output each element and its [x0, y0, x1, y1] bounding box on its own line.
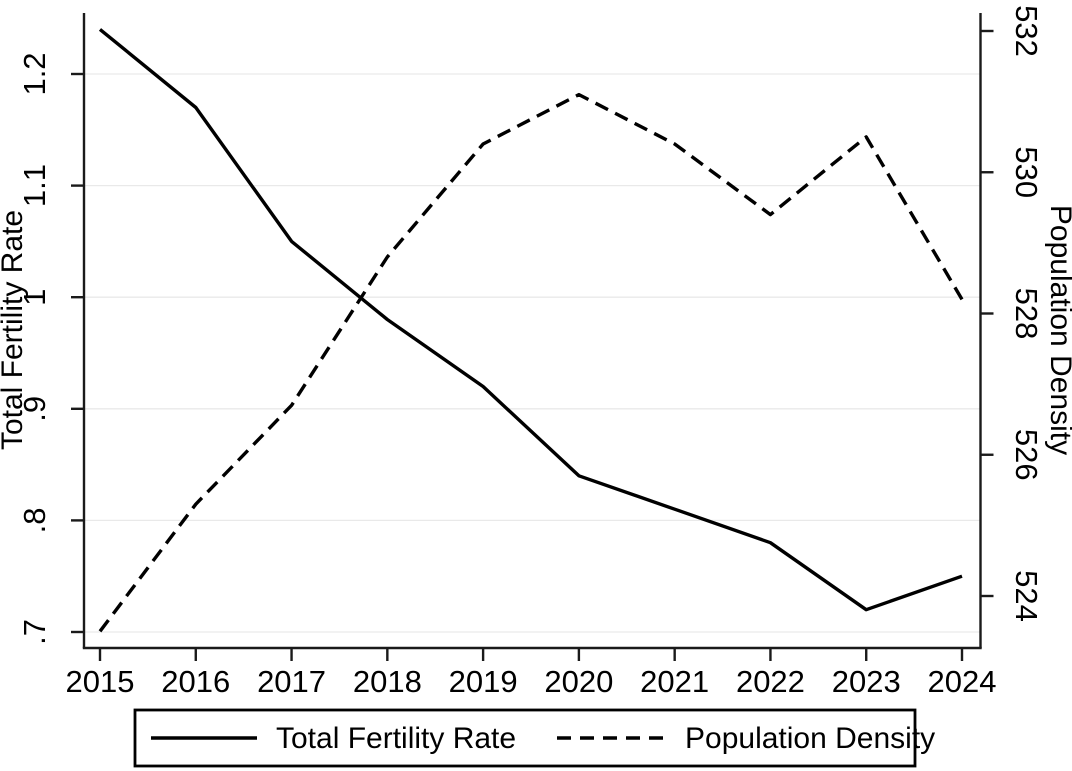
left-axis-title: Total Fertility Rate: [0, 210, 29, 450]
legend-label-total-fertility-rate: Total Fertility Rate: [276, 722, 516, 755]
left-tick-label: 1: [17, 289, 52, 306]
legend-box: [133, 708, 917, 768]
x-tick-label: 2019: [449, 664, 518, 699]
right-tick-label: 528: [1009, 288, 1044, 340]
x-tick-label: 2020: [544, 664, 613, 699]
x-tick-label: 2024: [928, 664, 997, 699]
right-tick-label: 530: [1009, 146, 1044, 198]
right-tick-label: 526: [1009, 429, 1044, 481]
left-tick-label: .9: [17, 396, 52, 422]
x-tick-label: 2015: [66, 664, 135, 699]
right-axis-title: Population Density: [1044, 205, 1072, 455]
x-tick-label: 2017: [257, 664, 326, 699]
left-tick-label: .7: [17, 619, 52, 645]
tick-marks: [71, 29, 994, 661]
left-tick-label: 1.2: [17, 52, 52, 95]
left-tick-label: .8: [17, 507, 52, 533]
right-tick-label: 524: [1009, 570, 1044, 622]
x-tick-label: 2023: [832, 664, 901, 699]
legend-label-population-density: Population Density: [685, 722, 935, 755]
x-tick-label: 2021: [640, 664, 709, 699]
legend: Total Fertility Rate Population Density: [133, 708, 935, 768]
x-tick-label: 2016: [161, 664, 230, 699]
axes: [82, 13, 982, 650]
x-tick-label: 2022: [736, 664, 805, 699]
left-tick-label: 1.1: [17, 164, 52, 207]
tick-labels: .7 .8 .9 1 1.1 1.2 524 526 528 530 532 2015 2016 2017…: [17, 5, 1044, 699]
series-line-total-fertility-rate: [98, 28, 963, 612]
series-line-population-density: [98, 92, 964, 633]
right-tick-label: 532: [1009, 5, 1044, 57]
gridlines: [84, 73, 981, 633]
x-tick-label: 2018: [353, 664, 422, 699]
series-lines: [98, 28, 964, 633]
